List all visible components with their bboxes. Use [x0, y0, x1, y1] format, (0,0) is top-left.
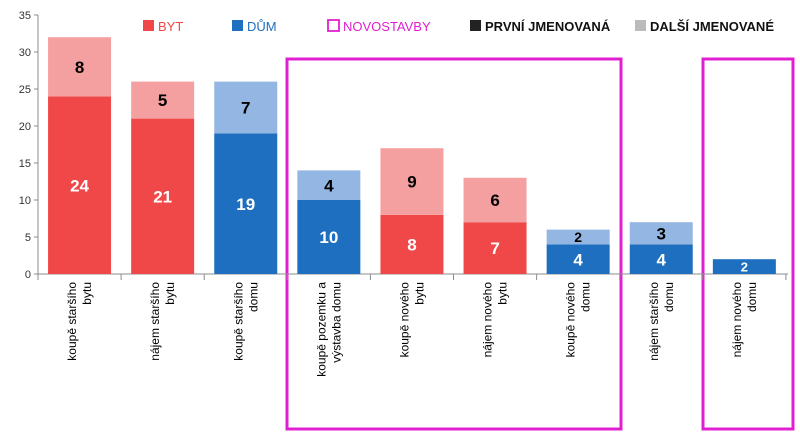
y-tick-label: 5: [25, 232, 31, 244]
data-label-first: 7: [490, 239, 499, 258]
data-label-first: 8: [407, 236, 416, 255]
y-tick-label: 20: [19, 121, 31, 133]
bar-segment-first: [712, 259, 776, 274]
data-label-first: 19: [236, 195, 255, 214]
x-category-label: domu: [579, 282, 593, 312]
data-label-other: 6: [490, 191, 499, 210]
bar-segment-other: [463, 177, 527, 223]
y-tick-label: 30: [19, 47, 31, 59]
bar-segment-first: [546, 244, 610, 274]
bar-segment-other: [629, 222, 693, 245]
legend-marker: [232, 20, 243, 31]
data-label-other: 3: [657, 224, 666, 243]
data-label-other: 5: [158, 91, 167, 110]
bar-segment-first: [214, 133, 278, 274]
legend-label: NOVOSTAVBY: [343, 19, 431, 34]
x-category-label: koupě nového: [397, 282, 411, 358]
data-label-first: 10: [319, 228, 338, 247]
data-label-first: 21: [153, 187, 172, 206]
bar-segment-first: [463, 222, 527, 274]
x-category-label: koupě pozemku a: [314, 282, 328, 377]
x-category-label: domu: [246, 282, 260, 312]
legend-label: DŮM: [247, 19, 277, 34]
x-category-label: domu: [662, 282, 676, 312]
legend-label: DALŠÍ JMENOVANÉ: [650, 19, 774, 34]
y-tick-label: 35: [19, 10, 31, 22]
legend-label: BYT: [158, 19, 183, 34]
x-category-label: koupě nového: [564, 282, 578, 358]
bar-segment-first: [48, 96, 112, 275]
bar-segment-first: [380, 214, 444, 274]
bar-segment-other: [131, 81, 195, 119]
legend-marker-novostavby: [327, 19, 340, 32]
legend-label: PRVNÍ JMENOVANÁ: [485, 19, 611, 34]
bar-segment-first: [131, 118, 195, 274]
legend-marker: [635, 20, 646, 31]
data-label-other: 2: [574, 229, 582, 245]
data-label-other: 9: [407, 173, 416, 192]
x-category-label: koupě staršího: [231, 282, 245, 361]
bar-segment-first: [629, 244, 693, 274]
data-label-other: 4: [324, 176, 334, 195]
bar-segment-first: [297, 200, 361, 274]
data-label-other: 7: [241, 99, 250, 118]
data-label-first: 4: [573, 250, 583, 269]
data-label-first: 4: [657, 250, 667, 269]
x-category-label: výstavba domu: [329, 282, 343, 363]
y-tick-label: 25: [19, 84, 31, 96]
bar-segment-other: [48, 37, 112, 97]
x-category-label: nájem nového: [481, 282, 495, 358]
x-category-label: bytu: [163, 282, 177, 305]
legend-marker: [143, 20, 154, 31]
novostavby-highlight-box: [285, 57, 623, 431]
x-category-label: nájem staršího: [647, 282, 661, 361]
x-category-label: nájem nového: [730, 282, 744, 358]
data-label-other: 8: [75, 58, 84, 77]
x-category-label: nájem staršího: [148, 282, 162, 361]
y-tick-label: 15: [19, 158, 31, 170]
novostavby-highlight-box: [701, 57, 795, 431]
data-label-first: 2: [741, 259, 748, 274]
bar-segment-other: [297, 170, 361, 200]
bar-segment-other: [214, 81, 278, 134]
y-tick-label: 10: [19, 195, 31, 207]
bar-segment-other: [380, 148, 444, 215]
y-tick-label: 0: [25, 269, 31, 281]
x-category-label: bytu: [412, 282, 426, 305]
x-category-label: bytu: [80, 282, 94, 305]
x-category-label: koupě staršího: [65, 282, 79, 361]
legend-marker: [470, 20, 481, 31]
x-category-label: domu: [745, 282, 759, 312]
data-label-first: 24: [70, 176, 89, 195]
x-category-label: bytu: [496, 282, 510, 305]
bar-segment-other: [546, 229, 610, 245]
